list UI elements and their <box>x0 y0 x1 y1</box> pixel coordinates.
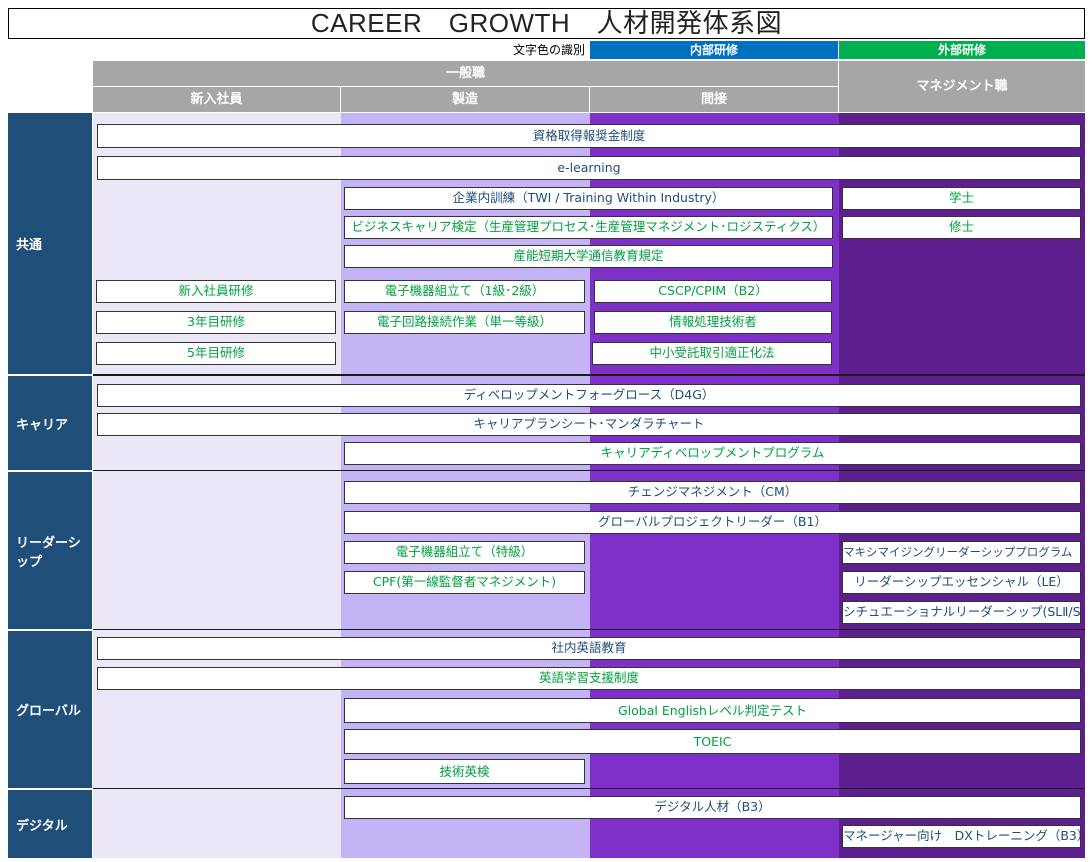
section-divider <box>93 470 1085 471</box>
header-general: 一般職 <box>93 61 838 86</box>
program-box: 新入社員研修 <box>96 280 336 303</box>
program-box: ビジネスキャリア検定（生産管理プロセス･生産管理マネジメント･ロジスティクス） <box>344 216 833 239</box>
legend-label: 文字色の識別 <box>512 43 585 57</box>
program-box: 学士 <box>842 187 1081 210</box>
category-leadership: リーダーシップ <box>8 472 92 629</box>
program-box: 電子回路接続作業（単一等級） <box>344 311 585 334</box>
program-box: CSCP/CPIM（B2） <box>594 280 832 303</box>
program-box: 5年目研修 <box>96 342 336 365</box>
section-divider <box>93 374 1085 376</box>
category-career: キャリア <box>8 376 92 470</box>
section-divider <box>93 629 1085 630</box>
program-box: リーダーシップエッセンシャル（LE） <box>842 571 1081 594</box>
program-box: グローバルプロジェクトリーダー（B1） <box>344 511 1081 534</box>
program-box: デジタル人材（B3） <box>344 796 1081 819</box>
program-box: 3年目研修 <box>96 311 336 334</box>
legend-internal: 内部研修 <box>590 41 838 59</box>
program-box: チェンジマネジメント（CM） <box>344 481 1081 504</box>
program-box: Global Englishレベル判定テスト <box>344 698 1081 723</box>
program-box: シチュエーショナルリーダーシップ(SLⅡ/SLX) <box>842 601 1081 624</box>
program-box: 電子機器組立て（1級･2級） <box>344 280 585 303</box>
category-common: 共通 <box>8 113 92 374</box>
program-box: マネージャー向け DXトレーニング（B3） <box>842 825 1081 848</box>
header-manufacturing: 製造 <box>341 87 589 112</box>
program-box: 中小受託取引適正化法 <box>592 342 832 365</box>
legend-external: 外部研修 <box>839 41 1085 59</box>
program-box: 英語学習支援制度 <box>97 667 1081 690</box>
program-box: 産能短期大学通信教育規定 <box>344 245 833 268</box>
program-box: 技術英検 <box>344 759 585 784</box>
program-box: 資格取得報奨金制度 <box>97 124 1081 148</box>
program-box: CPF(第一線監督者マネジメント) <box>344 571 585 594</box>
program-box: 修士 <box>842 216 1081 239</box>
program-box: マキシマイジングリーダーシッププログラム（MLP） <box>842 541 1081 564</box>
header-new-employee: 新入社員 <box>93 87 340 112</box>
page-title: CAREER GROWTH 人材開発体系図 <box>8 8 1085 39</box>
program-box: キャリアディベロップメントプログラム <box>344 442 1081 465</box>
program-box: キャリアプランシート･マンダラチャート <box>97 413 1081 436</box>
program-box: TOEIC <box>344 729 1081 754</box>
program-box: e-learning <box>97 156 1081 180</box>
header-management: マネジメント職 <box>839 61 1085 112</box>
category-digital: デジタル <box>8 790 92 858</box>
program-box: ディベロップメントフォーグロース（D4G） <box>97 384 1081 407</box>
section-divider <box>93 788 1085 789</box>
program-box: 電子機器組立て（特級） <box>344 541 585 564</box>
program-box: 企業内訓練（TWI / Training Within Industry） <box>344 187 833 210</box>
program-box: 情報処理技術者 <box>594 311 832 334</box>
program-box: 社内英語教育 <box>97 637 1081 660</box>
column-band-new-employee <box>93 113 341 858</box>
category-global: グローバル <box>8 631 92 788</box>
header-indirect: 間接 <box>590 87 838 112</box>
